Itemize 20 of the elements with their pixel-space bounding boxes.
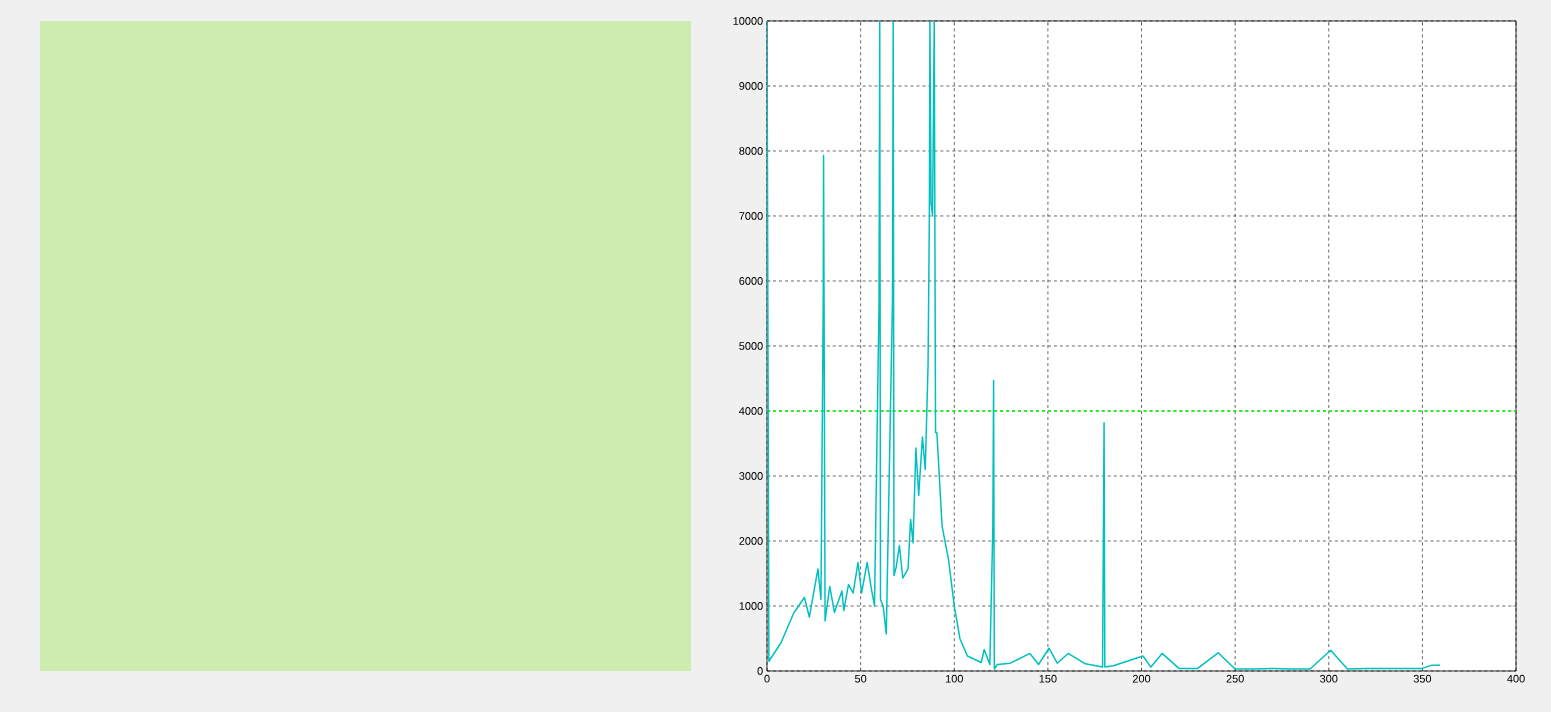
y-tick-label: 3000 xyxy=(739,472,763,480)
y-tick-label: 8000 xyxy=(739,147,763,155)
x-tick-label: 200 xyxy=(1132,674,1151,683)
y-tick-label: 7000 xyxy=(739,212,763,220)
x-tick-label: 300 xyxy=(1320,674,1338,683)
x-tick-label: 0 xyxy=(764,674,770,683)
y-tick-label: 2000 xyxy=(739,537,763,545)
y-tick-label: 9000 xyxy=(739,82,763,90)
x-tick-label: 250 xyxy=(1226,674,1244,683)
y-tick-label: 0 xyxy=(757,667,763,675)
y-tick-label: 5000 xyxy=(739,342,763,350)
x-tick-label: 100 xyxy=(945,674,963,683)
y-tick-label: 4000 xyxy=(739,407,763,415)
x-tick-label: 400 xyxy=(1507,674,1525,683)
x-tick-label: 350 xyxy=(1413,674,1432,683)
y-tick-label: 10000 xyxy=(733,17,763,25)
y-tick-label: 1000 xyxy=(739,602,763,610)
y-tick-label: 6000 xyxy=(739,277,763,285)
x-tick-label: 150 xyxy=(1039,674,1057,683)
x-tick-label: 50 xyxy=(854,674,867,683)
